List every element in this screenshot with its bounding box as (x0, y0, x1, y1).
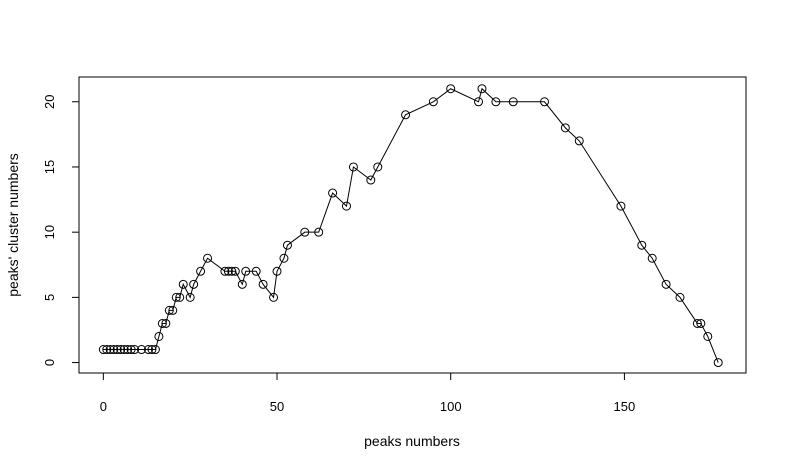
data-point (241, 266, 251, 276)
data-point (713, 358, 723, 368)
data-point (314, 227, 324, 237)
data-point (137, 345, 147, 355)
data-point (540, 97, 550, 107)
data-point (237, 279, 247, 289)
data-point (703, 331, 713, 341)
x-axis-title: peaks numbers (364, 433, 460, 449)
data-point (123, 345, 133, 355)
data-point (147, 345, 157, 355)
data-point (171, 292, 181, 302)
data-point (154, 331, 164, 341)
data-point (178, 279, 188, 289)
x-tick-label: 100 (440, 399, 462, 414)
y-tick-label: 0 (42, 359, 57, 366)
data-point (227, 266, 237, 276)
data-point (175, 292, 185, 302)
data-point (168, 305, 178, 315)
data-point (116, 345, 126, 355)
data-point (616, 201, 626, 211)
data-point (203, 253, 213, 263)
data-point (251, 266, 261, 276)
data-point (279, 253, 289, 263)
data-point (119, 345, 129, 355)
data-point (637, 240, 647, 250)
data-point (491, 97, 501, 107)
x-tick-label: 50 (270, 399, 284, 414)
data-point (366, 175, 376, 185)
x-tick-label: 150 (614, 399, 636, 414)
data-point (189, 279, 199, 289)
data-point (341, 201, 351, 211)
data-point (157, 318, 167, 328)
data-point (272, 266, 282, 276)
data-point (196, 266, 206, 276)
data-point (258, 279, 268, 289)
data-point (98, 345, 108, 355)
series-line (103, 87, 719, 363)
data-point (300, 227, 310, 237)
data-point (574, 136, 584, 146)
data-point (220, 266, 230, 276)
data-point (282, 240, 292, 250)
data-point (185, 292, 195, 302)
data-point (692, 318, 702, 328)
data-point (143, 345, 153, 355)
data-point (150, 345, 160, 355)
data-point (661, 279, 671, 289)
data-point (161, 318, 171, 328)
data-point (102, 345, 112, 355)
y-axis-title: peaks' cluster numbers (5, 153, 21, 297)
plot-frame (78, 76, 747, 374)
x-axis: 0 50 100 150 (100, 372, 636, 414)
data-point (508, 97, 518, 107)
data-point (560, 123, 570, 133)
data-point (328, 188, 338, 198)
x-tick-label: 0 (100, 399, 107, 414)
data-point (696, 318, 706, 328)
data-point (401, 110, 411, 120)
data-point (130, 345, 140, 355)
y-tick-label: 10 (42, 225, 57, 239)
y-axis: 0 5 10 15 20 (42, 95, 80, 366)
data-point (109, 345, 119, 355)
data-point (373, 162, 383, 172)
data-point (230, 266, 240, 276)
series-layer (98, 84, 723, 368)
data-point (112, 345, 122, 355)
data-point (474, 97, 484, 107)
y-tick-label: 15 (42, 160, 57, 174)
data-point (126, 345, 136, 355)
data-point (164, 305, 174, 315)
y-tick-label: 20 (42, 95, 57, 109)
data-point (348, 162, 358, 172)
data-point (647, 253, 657, 263)
y-tick-label: 5 (42, 294, 57, 301)
data-point (675, 292, 685, 302)
data-point (477, 84, 487, 94)
data-point (269, 292, 279, 302)
data-point (223, 266, 233, 276)
data-point (428, 97, 438, 107)
data-point (105, 345, 115, 355)
data-point (446, 84, 456, 94)
